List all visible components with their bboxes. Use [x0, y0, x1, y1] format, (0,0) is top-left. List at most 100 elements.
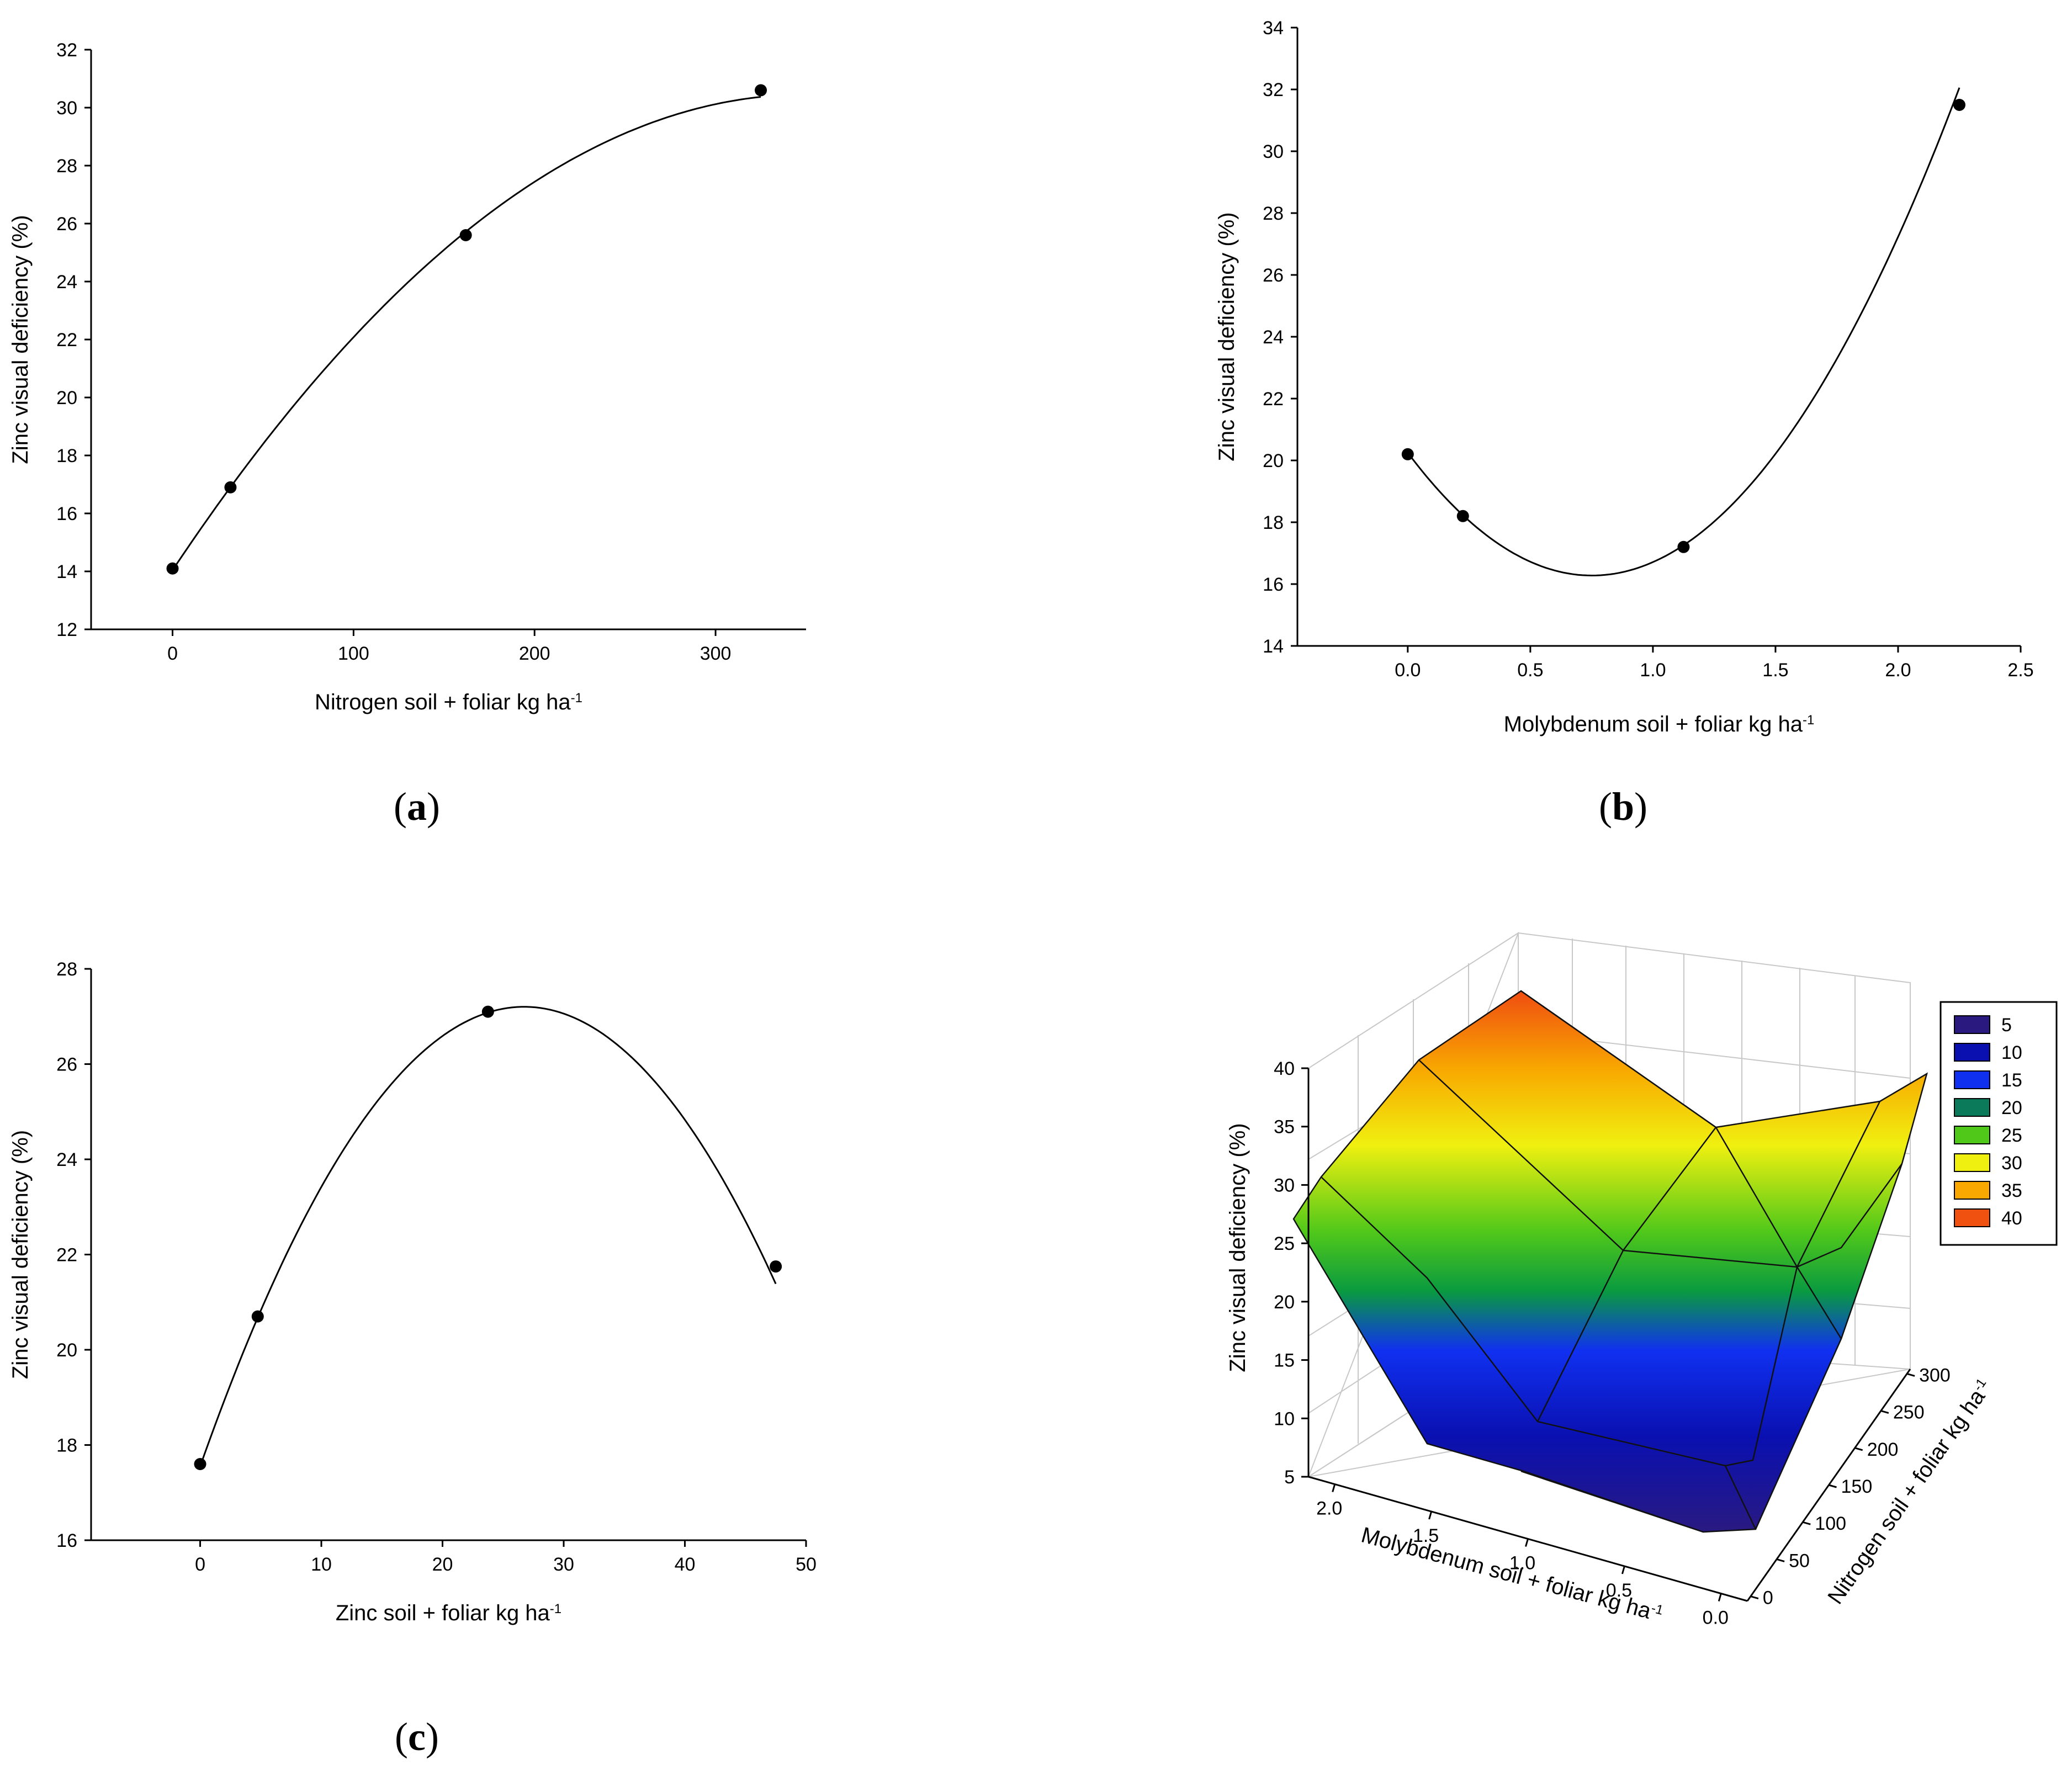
z-tick-label: 10 [1274, 1408, 1295, 1429]
y-tick-label: 14 [56, 561, 77, 582]
y-tick [1854, 1447, 1863, 1451]
z-tick-label: 20 [1274, 1292, 1295, 1313]
x-tick-label: 40 [675, 1554, 696, 1575]
x-tick [1621, 1566, 1625, 1574]
chart-c-zinc: 16 18 20 22 24 26 28 0 10 20 30 40 50 Zinc soil + fol… [8, 959, 817, 1625]
legend-swatch [1954, 1126, 1990, 1144]
y-tick-label: 16 [56, 503, 77, 524]
legend-label: 15 [2001, 1070, 2022, 1091]
y-tick-label: 22 [56, 330, 77, 351]
x-tick-label: 1.0 [1509, 1553, 1535, 1574]
y-tick-label: 150 [1841, 1476, 1873, 1497]
legend-swatch [1954, 1098, 1990, 1117]
data-point [1456, 510, 1469, 522]
legend-label: 25 [2001, 1125, 2022, 1146]
x-tick-label: 1.5 [1413, 1525, 1439, 1546]
data-point [224, 481, 237, 494]
x-tick-label: 20 [432, 1554, 453, 1575]
x-tick-label: 300 [700, 643, 732, 664]
x-tick-label: 0 [167, 643, 178, 664]
x-axis-label: Molybdenum soil + foliar kg ha-1 [1504, 712, 1815, 736]
x-tick-label: 10 [311, 1554, 332, 1575]
y-tick-label: 16 [56, 1530, 77, 1551]
y-tick-label: 30 [56, 98, 77, 119]
y-tick-label: 300 [1919, 1365, 1951, 1386]
y-tick-label: 34 [1263, 18, 1284, 39]
y-tick-label: 26 [56, 1054, 77, 1075]
x-tick-label: 30 [553, 1554, 574, 1575]
x-tick-label: 0.5 [1606, 1580, 1632, 1601]
y-tick-label: 26 [1263, 265, 1284, 286]
y-tick-label: 30 [1263, 141, 1284, 162]
legend-label: 10 [2001, 1042, 2022, 1063]
y-tick-label: 12 [56, 619, 77, 640]
y-tick-label: 20 [56, 1340, 77, 1361]
legend-swatch [1954, 1015, 1990, 1034]
y-tick-label: 250 [1893, 1402, 1925, 1423]
y-tick [1906, 1372, 1915, 1377]
x-axis-label: Nitrogen soil + foliar kg ha-1 [315, 690, 582, 714]
panel-label-a: (a) [394, 784, 440, 829]
surface-edges [1321, 990, 1903, 1533]
x-tick-label: 2.5 [2007, 660, 2033, 681]
z-tick-label: 5 [1284, 1467, 1295, 1488]
chart-b-molybdenum: 14 16 18 20 22 24 26 28 30 32 34 0.0 0.5 1.0 1.5 2.0 2.5… [1215, 18, 2034, 736]
y-tick-label: 24 [1263, 327, 1284, 348]
legend-frame [1939, 1001, 2058, 1246]
x-tick-label: 0.0 [1703, 1608, 1729, 1629]
surface-z-label: Zinc visual deficiency (%) [1226, 1123, 1250, 1372]
z-tick-label: 40 [1274, 1058, 1295, 1079]
x-tick [1525, 1539, 1529, 1547]
legend-label: 30 [2001, 1153, 2022, 1174]
surface-x-label: Molybdenum soil + foliar kg ha-1 [1359, 1523, 1665, 1626]
fit-curve [199, 1006, 777, 1467]
y-tick-label: 22 [56, 1245, 77, 1266]
y-tick-label: 28 [56, 959, 77, 980]
data-point [755, 84, 767, 97]
y-tick-label: 100 [1815, 1513, 1846, 1534]
legend-label: 20 [2001, 1097, 2022, 1118]
y-tick-label: 18 [56, 1435, 77, 1456]
surface-legend: 5 10 15 20 25 30 35 40 [1939, 1001, 2058, 1246]
y-tick-label: 0 [1763, 1588, 1773, 1609]
y-tick-label: 26 [56, 214, 77, 235]
data-point [1677, 540, 1690, 553]
y-axis-label: Zinc visual deficiency (%) [8, 1130, 33, 1379]
legend-label: 5 [2001, 1015, 2012, 1036]
z-tick-label: 15 [1274, 1350, 1295, 1371]
x-tick [1332, 1484, 1336, 1492]
x-tick-label: 2.0 [1885, 660, 1911, 681]
data-point [770, 1260, 782, 1273]
y-tick [1750, 1595, 1759, 1600]
legend-swatch [1954, 1153, 1990, 1172]
y-tick-label: 16 [1263, 574, 1284, 595]
y-tick-label: 28 [56, 156, 77, 177]
y-axis-label: Zinc visual deficiency (%) [8, 215, 33, 464]
y-tick-label: 20 [56, 388, 77, 409]
data-point [166, 562, 179, 575]
x-tick-label: 1.5 [1762, 660, 1788, 681]
y-tick-label: 20 [1263, 450, 1284, 471]
y-tick [1829, 1484, 1837, 1488]
z-tick-label: 30 [1274, 1175, 1295, 1196]
data-point [251, 1310, 264, 1323]
legend-label: 40 [2001, 1208, 2022, 1229]
y-tick-label: 32 [1263, 79, 1284, 100]
data-point [481, 1005, 494, 1018]
surface-z-ticks: 5 10 15 20 25 30 35 40 [1274, 1058, 1308, 1488]
surface-body [1292, 990, 1928, 1533]
y-tick-label: 18 [56, 446, 77, 466]
x-tick-label: 100 [338, 643, 369, 664]
legend-label: 35 [2001, 1180, 2022, 1201]
legend-swatch [1954, 1070, 1990, 1089]
panel-label-c: (c) [395, 1715, 439, 1759]
chart-a-nitrogen: 12 14 16 18 20 22 24 26 28 30 32 0 100 200 300 Nitrogen… [8, 40, 806, 714]
panel-label-b: (b) [1599, 784, 1647, 829]
legend-swatch [1954, 1043, 1990, 1062]
data-point [1401, 448, 1414, 460]
y-tick-label: 28 [1263, 203, 1284, 224]
y-tick-label: 200 [1867, 1439, 1899, 1460]
